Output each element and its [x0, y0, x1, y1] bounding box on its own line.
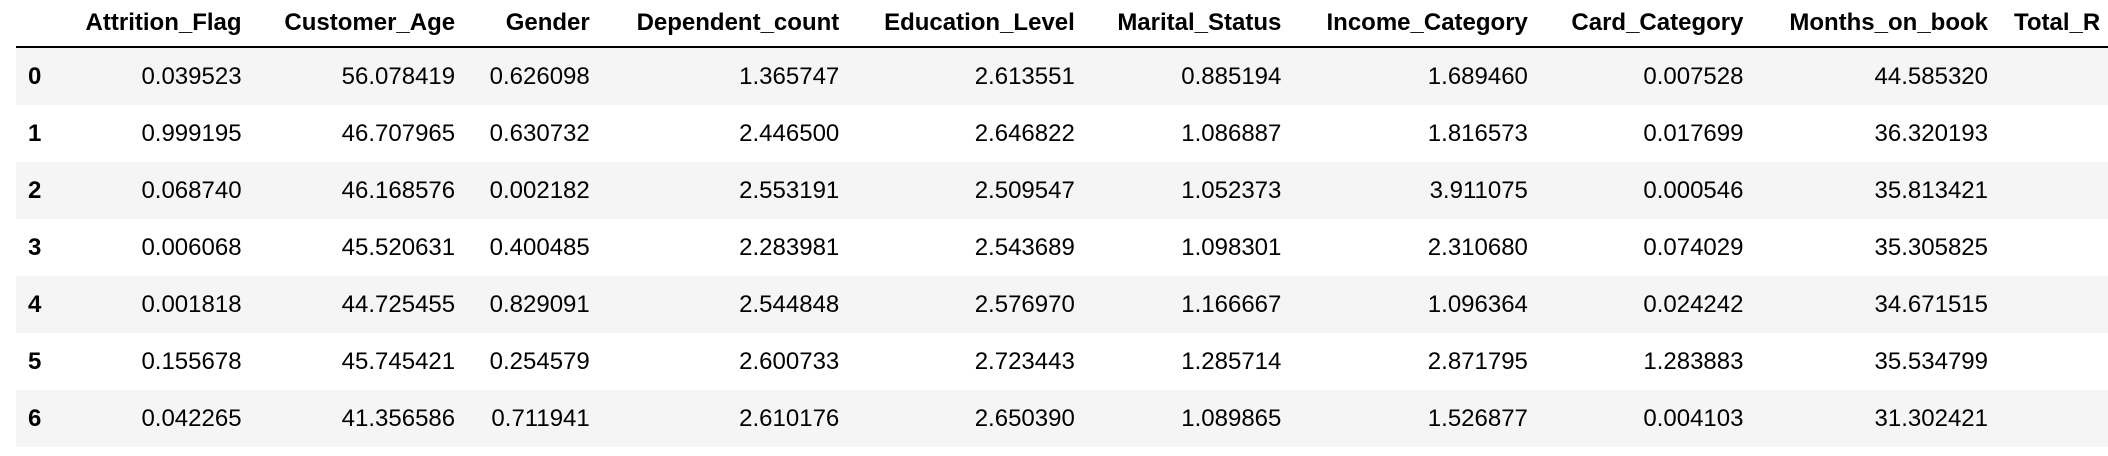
row-index: 0 — [16, 47, 60, 105]
cell: 0.400485 — [489, 233, 590, 261]
cell: 1.089865 — [1074, 390, 1282, 447]
cell-empty — [1988, 162, 2108, 219]
cell: 44.585320 — [1743, 47, 1988, 105]
table-row: 3 0.006068 45.520631 0.400485 2.283981 2.5436… — [16, 219, 2108, 276]
column-header: Income_Category — [1281, 0, 1528, 48]
cell: 1.283883 — [1643, 347, 1744, 375]
cell: 0.017699 — [1643, 119, 1744, 147]
cell: 1.086887 — [1181, 119, 1282, 147]
column-header: Gender — [455, 0, 590, 48]
cell: 41.356586 — [241, 390, 456, 447]
cell: 46.168576 — [241, 162, 456, 219]
cell: 1.365747 — [589, 47, 840, 105]
cell: 0.885194 — [1074, 47, 1282, 105]
cell: 1.096364 — [1281, 276, 1528, 333]
cell: 2.600733 — [739, 347, 840, 375]
cell: 0.711941 — [455, 390, 590, 447]
cell: 0.254579 — [489, 347, 590, 375]
cell: 1.052373 — [1074, 162, 1282, 219]
cell-empty — [1988, 219, 2108, 276]
cell: 2.723443 — [974, 347, 1075, 375]
table-row: 5 0.155678 45.745421 0.254579 2.600733 2.7234… — [16, 333, 2108, 390]
column-header: Dependent_count — [589, 0, 840, 48]
column-header: Card_Category — [1527, 0, 1744, 48]
column-header: Months_on_book — [1743, 0, 1988, 48]
cell: 1.166667 — [1074, 276, 1282, 333]
table-row: 6 0.042265 41.356586 0.711941 2.610176 2.6503… — [16, 390, 2108, 447]
cell: 35.534799 — [1874, 347, 1988, 375]
cell: 2.543689 — [974, 233, 1075, 261]
table-row: 1 0.999195 46.707965 0.630732 2.446500 2.6468… — [16, 105, 2108, 162]
cell: 0.074029 — [1643, 233, 1744, 261]
header-row: Attrition_Flag Customer_Age Gender Dependen… — [16, 0, 2108, 48]
cell-empty — [1988, 333, 2108, 390]
cell-empty — [1988, 276, 2108, 333]
cell: 2.613551 — [839, 47, 1075, 105]
cell: 2.283981 — [739, 233, 840, 261]
cell: 0.000546 — [1527, 162, 1744, 219]
table-row: 0 0.039523 56.078419 0.626098 1.365747 2.6135… — [16, 47, 2108, 105]
cell: 45.745421 — [341, 347, 456, 375]
row-index: 2 — [16, 162, 60, 219]
cell: 2.871795 — [1427, 347, 1528, 375]
cell: 45.520631 — [341, 233, 456, 261]
column-header: Attrition_Flag — [59, 0, 242, 48]
cell: 1.689460 — [1281, 47, 1528, 105]
cell-empty — [1988, 390, 2108, 447]
cell: 44.725455 — [241, 276, 456, 333]
dataframe-view: Attrition_Flag Customer_Age Gender Dependen… — [16, 0, 2108, 456]
cell-empty — [1988, 47, 2108, 105]
cell: 0.004103 — [1527, 390, 1744, 447]
cell: 35.305825 — [1874, 233, 1988, 261]
row-index: 5 — [28, 347, 42, 375]
cell: 0.068740 — [59, 162, 242, 219]
cell: 1.098301 — [1181, 233, 1282, 261]
cell: 2.576970 — [839, 276, 1075, 333]
table-row: 2 0.068740 46.168576 0.002182 2.553191 2.5095… — [16, 162, 2108, 219]
cell: 3.911075 — [1281, 162, 1528, 219]
column-header: Education_Level — [839, 0, 1075, 48]
table-row: 4 0.001818 44.725455 0.829091 2.544848 2.5769… — [16, 276, 2108, 333]
row-index: 1 — [28, 119, 42, 147]
column-header: Total_R — [1988, 0, 2108, 48]
column-header: Marital_Status — [1074, 0, 1282, 48]
cell: 0.007528 — [1527, 47, 1744, 105]
cell: 2.610176 — [589, 390, 840, 447]
cell: 0.002182 — [455, 162, 590, 219]
column-header: Customer_Age — [241, 0, 456, 48]
cell: 0.042265 — [59, 390, 242, 447]
cell: 2.544848 — [589, 276, 840, 333]
cell-empty — [1988, 105, 2108, 162]
cell: 46.707965 — [341, 119, 456, 147]
row-index: 6 — [16, 390, 60, 447]
cell: 36.320193 — [1874, 119, 1988, 147]
cell: 2.553191 — [589, 162, 840, 219]
cell: 0.024242 — [1527, 276, 1744, 333]
cell: 0.001818 — [59, 276, 242, 333]
cell: 56.078419 — [241, 47, 456, 105]
cell: 34.671515 — [1743, 276, 1988, 333]
cell: 0.829091 — [455, 276, 590, 333]
cell: 1.526877 — [1281, 390, 1528, 447]
cell: 1.285714 — [1181, 347, 1282, 375]
cell: 35.813421 — [1743, 162, 1988, 219]
cell: 2.646822 — [974, 119, 1075, 147]
row-index: 4 — [16, 276, 60, 333]
cell: 0.155678 — [141, 347, 242, 375]
cell: 2.446500 — [739, 119, 840, 147]
cell: 1.816573 — [1427, 119, 1528, 147]
cell: 2.310680 — [1427, 233, 1528, 261]
cell: 2.509547 — [839, 162, 1075, 219]
cell: 0.626098 — [455, 47, 590, 105]
cell: 0.039523 — [59, 47, 242, 105]
cell: 0.006068 — [141, 233, 242, 261]
dataframe-table: Attrition_Flag Customer_Age Gender Dependen… — [16, 0, 2108, 447]
row-index: 3 — [28, 233, 42, 261]
cell: 31.302421 — [1743, 390, 1988, 447]
column-header — [16, 0, 60, 48]
cell: 2.650390 — [839, 390, 1075, 447]
cell: 0.999195 — [141, 119, 242, 147]
cell: 0.630732 — [489, 119, 590, 147]
